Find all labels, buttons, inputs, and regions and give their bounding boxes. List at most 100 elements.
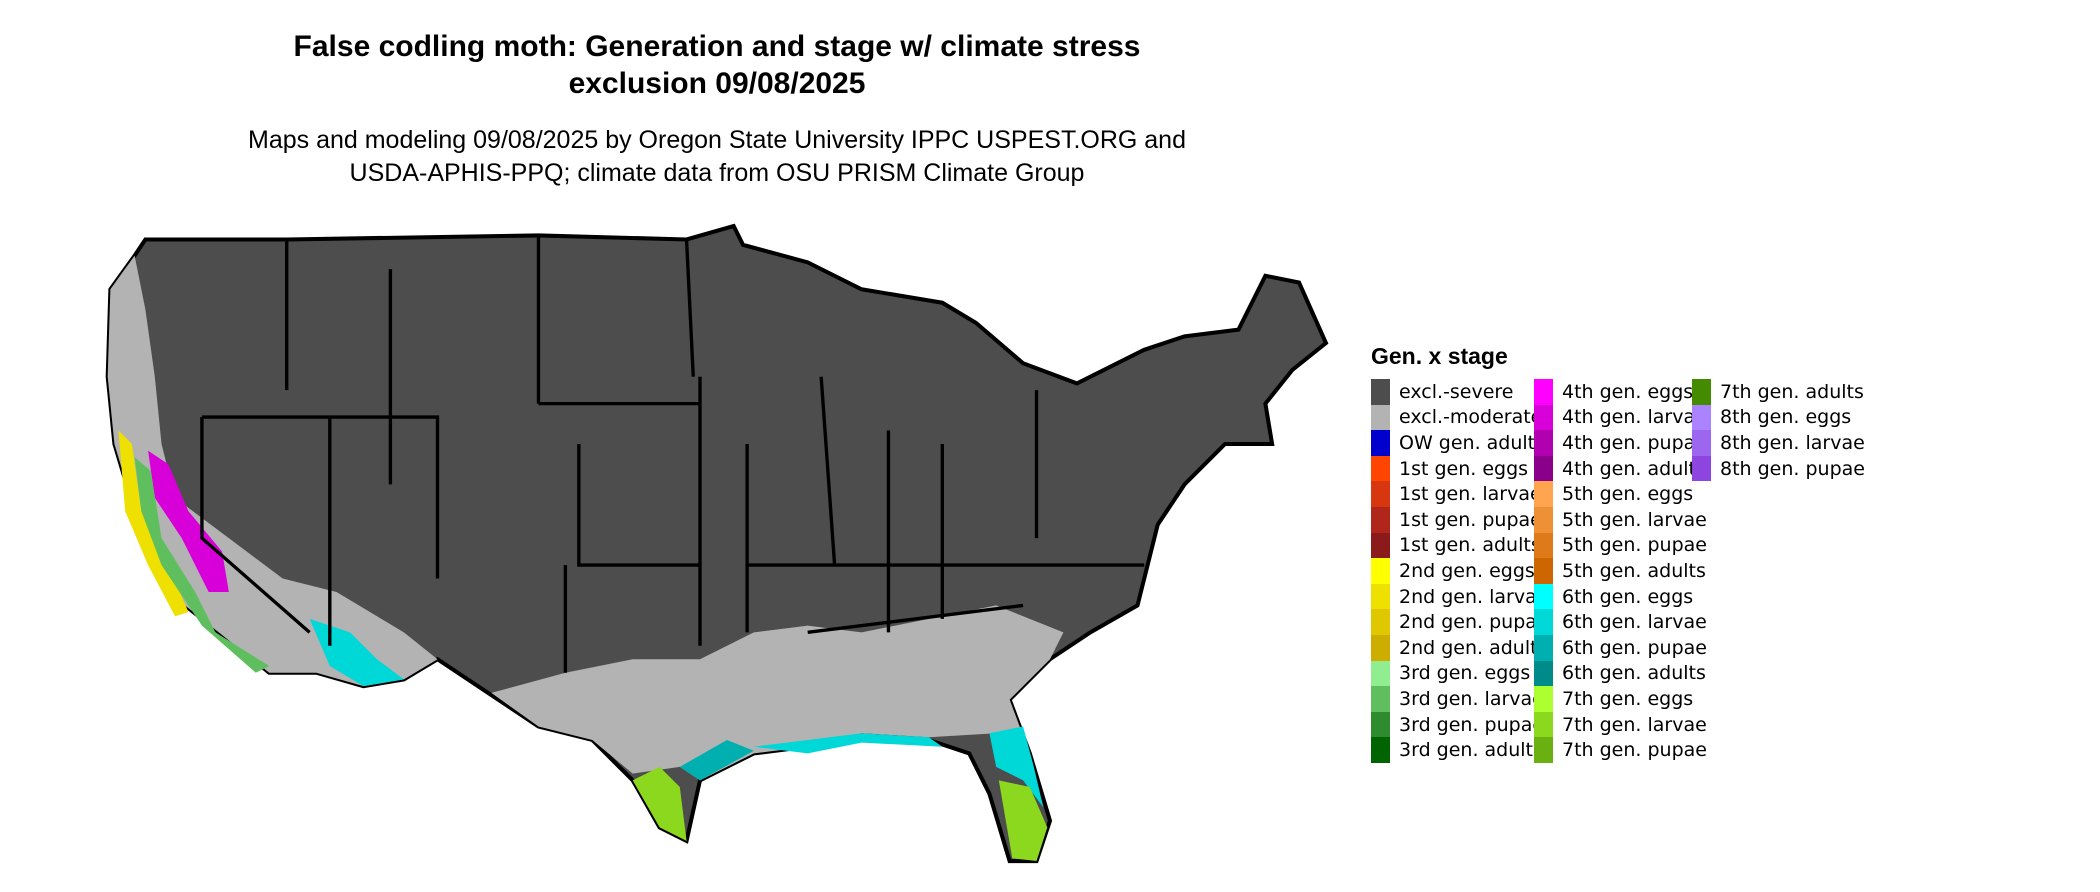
legend-label: 5th gen. adults: [1562, 559, 1706, 582]
legend-label: 5th gen. larvae: [1562, 508, 1707, 531]
legend-swatch: [1371, 558, 1390, 584]
legend-item: 4th gen. larvae: [1534, 404, 1707, 431]
legend-label: 1st gen. adults: [1399, 534, 1541, 557]
legend-swatch: [1534, 583, 1553, 610]
texas-cyan: [679, 739, 754, 781]
legend-swatch: [1534, 430, 1553, 456]
legend-item: 1st gen. larvae: [1371, 481, 1542, 507]
california-yellow: [118, 430, 189, 617]
legend-swatch: [1371, 532, 1390, 559]
legend-item: 2nd gen. larvae: [1371, 583, 1548, 610]
legend-label: 4th gen. adults: [1562, 457, 1706, 480]
legend-swatch: [1371, 583, 1390, 610]
legend-swatch: [1371, 686, 1390, 712]
title-line-1: False codling moth: Generation and stage…: [293, 30, 1141, 63]
legend-label: 7th gen. pupae: [1562, 739, 1707, 762]
subtitle-line-1: Maps and modeling 09/08/2025 by Oregon S…: [248, 126, 1186, 154]
legend-item: 6th gen. larvae: [1534, 609, 1707, 635]
legend-item: 7th gen. pupae: [1534, 737, 1707, 763]
legend-swatch: [1534, 686, 1553, 712]
legend-swatch: [1534, 404, 1553, 431]
legend-label: 4th gen. larvae: [1562, 406, 1707, 429]
legend-swatch: [1534, 379, 1553, 405]
legend-label: 3rd gen. eggs: [1399, 662, 1531, 685]
title-line-2: exclusion 09/08/2025: [568, 67, 866, 100]
legend-item: excl.-moderate: [1371, 404, 1543, 431]
legend-swatch: [1371, 609, 1390, 635]
legend-item: 4th gen. eggs: [1534, 379, 1693, 405]
legend-item: excl.-severe: [1371, 379, 1514, 405]
gulf-cyan: [753, 733, 943, 754]
subtitle-line-2: USDA-APHIS-PPQ; climate data from OSU PR…: [349, 159, 1085, 187]
map-subtitle: Maps and modeling 09/08/2025 by Oregon S…: [0, 124, 1434, 190]
florida-cyan: [989, 726, 1044, 808]
legend-item: 1st gen. pupae: [1371, 507, 1542, 533]
legend-label: 8th gen. larvae: [1720, 431, 1865, 454]
legend-swatch: [1371, 379, 1390, 405]
excl-moderate-west: [107, 255, 438, 687]
legend-label: 3rd gen. pupae: [1399, 713, 1545, 736]
legend-label: excl.-moderate: [1399, 406, 1543, 429]
legend-label: 8th gen. eggs: [1720, 406, 1852, 429]
legend-label: 3rd gen. larvae: [1399, 687, 1544, 710]
legend-label: 2nd gen. pupae: [1399, 611, 1549, 634]
legend-label: 2nd gen. adults: [1399, 636, 1548, 659]
legend-item: 5th gen. eggs: [1534, 481, 1693, 507]
texas-green: [632, 766, 687, 841]
legend-swatch: [1371, 404, 1390, 431]
legend-swatch: [1371, 430, 1390, 456]
legend-item: 4th gen. adults: [1534, 455, 1706, 482]
legend-swatch: [1534, 507, 1553, 533]
legend-label: 6th gen. larvae: [1562, 611, 1707, 634]
legend-label: 6th gen. pupae: [1562, 636, 1707, 659]
legend-label: OW gen. adults: [1399, 431, 1546, 454]
legend-label: 5th gen. pupae: [1562, 534, 1707, 557]
legend-label: excl.-severe: [1399, 380, 1514, 403]
legend-item: 2nd gen. pupae: [1371, 609, 1549, 635]
legend-swatch: [1371, 507, 1390, 533]
legend-swatch: [1692, 430, 1711, 456]
legend-item: 3rd gen. larvae: [1371, 686, 1544, 712]
legend-swatch: [1534, 737, 1553, 763]
legend-swatch: [1534, 558, 1553, 584]
legend-item: 2nd gen. adults: [1371, 635, 1547, 661]
legend-swatch: [1371, 737, 1390, 763]
legend-item: 6th gen. eggs: [1534, 583, 1693, 610]
legend-label: 4th gen. eggs: [1562, 380, 1694, 403]
california-green: [134, 457, 270, 673]
conus-map: [105, 223, 1329, 864]
florida-green: [998, 780, 1048, 862]
legend-swatch: [1371, 660, 1390, 687]
state-borders: [200, 235, 1145, 673]
legend-item: 2nd gen. eggs: [1371, 558, 1535, 584]
legend-swatch: [1371, 635, 1390, 661]
legend-item: 8th gen. larvae: [1692, 430, 1865, 456]
legend-label: 7th gen. larvae: [1562, 713, 1707, 736]
legend-item: 3rd gen. eggs: [1371, 660, 1531, 687]
legend-swatch: [1692, 455, 1711, 482]
legend-swatch: [1371, 711, 1390, 738]
legend-swatch: [1692, 404, 1711, 431]
legend-item: 7th gen. adults: [1692, 379, 1864, 405]
legend-item: 1st gen. adults: [1371, 532, 1541, 559]
map-title: False codling moth: Generation and stage…: [0, 28, 1434, 102]
legend-swatch: [1534, 532, 1553, 559]
legend-item: 5th gen. adults: [1534, 558, 1706, 584]
legend-label: 1st gen. pupae: [1399, 508, 1542, 531]
legend-item: 8th gen. pupae: [1692, 455, 1865, 482]
legend-label: 8th gen. pupae: [1720, 457, 1865, 480]
legend-label: 1st gen. eggs: [1399, 457, 1529, 480]
legend-item: 3rd gen. adults: [1371, 737, 1543, 763]
legend-title: Gen. x stage: [1371, 343, 1508, 369]
legend-item: 3rd gen. pupae: [1371, 711, 1545, 738]
legend-item: 6th gen. pupae: [1534, 635, 1707, 661]
excl-moderate-south: [491, 605, 1064, 781]
legend-swatch: [1534, 455, 1553, 482]
legend-item: 7th gen. larvae: [1534, 711, 1707, 738]
legend-label: 7th gen. adults: [1720, 380, 1864, 403]
legend-swatch: [1692, 379, 1711, 405]
legend-item: 5th gen. pupae: [1534, 532, 1707, 559]
legend-label: 4th gen. pupae: [1562, 431, 1707, 454]
legend-label: 7th gen. eggs: [1562, 687, 1694, 710]
legend-item: 8th gen. eggs: [1692, 404, 1852, 431]
